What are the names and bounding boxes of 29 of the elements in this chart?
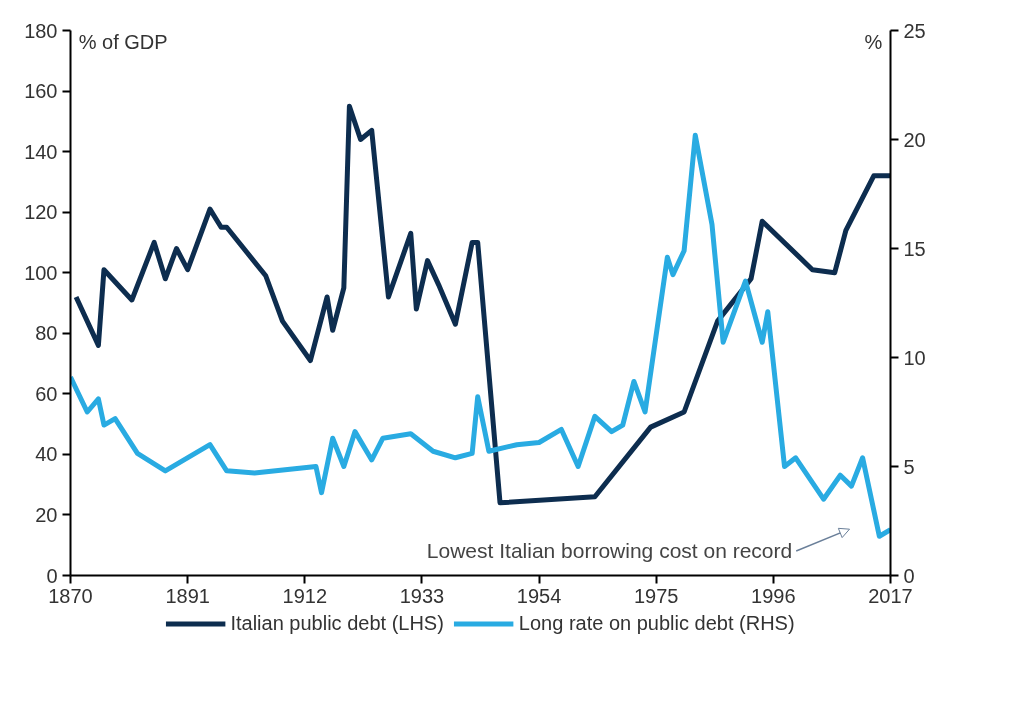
y-tick-label: 120 bbox=[24, 201, 58, 224]
annotation: Lowest Italian borrowing cost on record bbox=[426, 539, 793, 563]
legend-label: Long rate on public debt (RHS) bbox=[518, 611, 795, 635]
legend-label: Italian public debt (LHS) bbox=[230, 611, 444, 635]
y-tick-label: 140 bbox=[24, 140, 58, 163]
y-tick-label: 0 bbox=[46, 564, 58, 587]
y-tick-label: 80 bbox=[35, 322, 58, 345]
y2-tick-label: 20 bbox=[903, 128, 926, 151]
y2-tick-label: 15 bbox=[903, 237, 926, 260]
y2-tick-label: 5 bbox=[903, 455, 915, 478]
x-tick-label: 2017 bbox=[868, 584, 913, 607]
x-tick-label: 1912 bbox=[282, 584, 328, 607]
x-tick-label: 1870 bbox=[48, 584, 93, 607]
y-tick-label: 60 bbox=[35, 382, 58, 405]
y-tick-label: 40 bbox=[35, 443, 58, 466]
y-tick-label: 20 bbox=[35, 503, 58, 526]
y-tick-label: 100 bbox=[24, 261, 58, 284]
x-tick-label: 1933 bbox=[399, 584, 445, 607]
y-tick-label: 160 bbox=[24, 80, 58, 103]
x-tick-label: 1891 bbox=[165, 584, 210, 607]
x-tick-label: 1975 bbox=[633, 584, 679, 607]
x-tick-label: 1954 bbox=[516, 584, 562, 607]
y-tick-label: 180 bbox=[24, 19, 58, 42]
y-axis-title: % of GDP bbox=[78, 30, 168, 53]
y2-axis-title: % bbox=[864, 30, 883, 53]
y2-tick-label: 0 bbox=[903, 564, 915, 587]
y2-tick-label: 25 bbox=[903, 19, 926, 42]
y2-tick-label: 10 bbox=[903, 346, 926, 369]
x-tick-label: 1996 bbox=[751, 584, 796, 607]
